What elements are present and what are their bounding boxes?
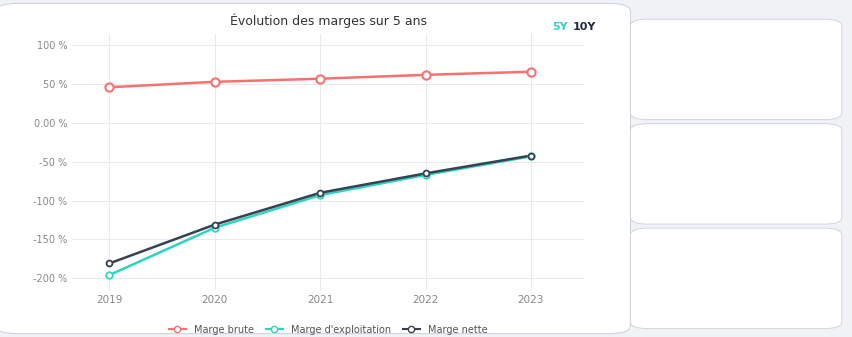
Text: (Moyenne sur 5 ans): (Moyenne sur 5 ans) (649, 52, 746, 61)
Point (102, 261, 116, 266)
Text: 5Y: 5Y (552, 22, 567, 32)
Point (524, 153, 538, 158)
Point (418, 72, 432, 78)
Point (102, 272, 116, 278)
Text: (entre 2022 et 2023): (entre 2022 et 2023) (688, 304, 793, 314)
Point (102, 85, 116, 90)
Text: 30.8%: 30.8% (662, 304, 699, 314)
Text: Marge brute: Marge brute (649, 33, 731, 45)
Text: ?: ? (821, 130, 826, 140)
Point (524, 69, 538, 74)
Point (208, 225, 222, 231)
Point (208, 79, 222, 85)
Text: (entre 2022 et 2023): (entre 2022 et 2023) (682, 95, 788, 105)
Text: ?: ? (821, 235, 826, 244)
Text: +57.8 %: +57.8 % (649, 69, 733, 87)
Text: ?: ? (821, 26, 826, 35)
Text: Marge d’exploitation: Marge d’exploitation (649, 137, 788, 150)
Point (208, 222, 222, 227)
Text: (entre 2022 et 2023): (entre 2022 et 2023) (688, 200, 793, 210)
Text: −103.7 %: −103.7 % (649, 174, 746, 192)
Text: 10Y: 10Y (573, 22, 596, 32)
Text: (Moyenne sur 5 ans): (Moyenne sur 5 ans) (649, 261, 746, 270)
Point (314, 190, 327, 195)
Point (524, 154, 538, 159)
Text: ↑: ↑ (649, 95, 662, 105)
Text: Marge nette: Marge nette (649, 242, 731, 254)
Text: ↑: ↑ (649, 304, 662, 314)
Text: 4.6%: 4.6% (662, 95, 691, 105)
Legend: Marge brute, Marge d'exploitation, Marge nette: Marge brute, Marge d'exploitation, Marge… (164, 321, 492, 337)
Point (418, 172, 432, 178)
Text: ↑: ↑ (649, 200, 662, 210)
Text: 30.5%: 30.5% (662, 200, 699, 210)
Text: −100.2 %: −100.2 % (649, 278, 746, 296)
Point (314, 192, 327, 198)
Point (418, 171, 432, 176)
Title: Évolution des marges sur 5 ans: Évolution des marges sur 5 ans (229, 14, 427, 28)
Point (314, 76, 327, 82)
Text: (Moyenne sur 5 ans): (Moyenne sur 5 ans) (649, 156, 746, 165)
